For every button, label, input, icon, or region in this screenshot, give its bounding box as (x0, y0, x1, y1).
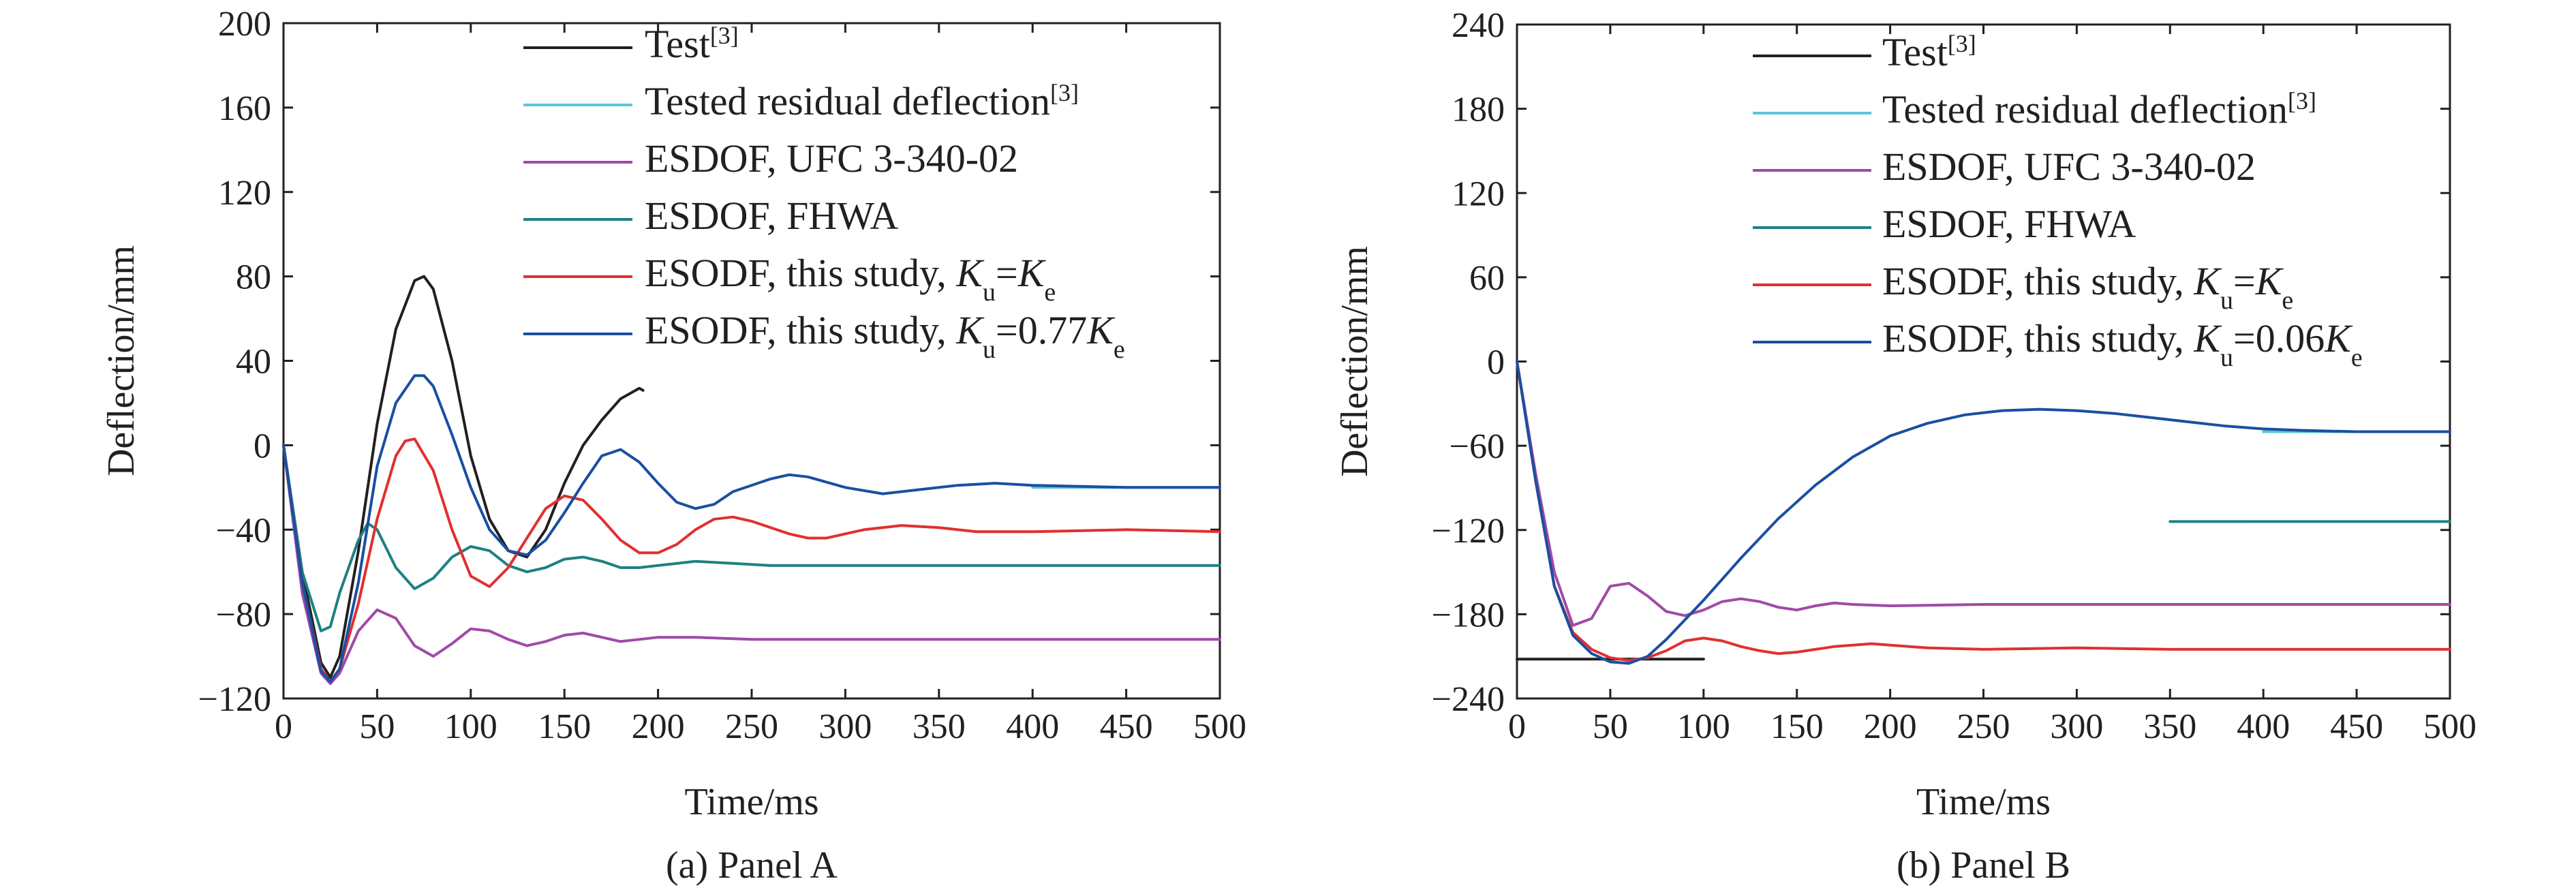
x-tick-label: 450 (1100, 707, 1153, 746)
x-axis-label: Time/ms (684, 781, 818, 823)
y-tick-label: 60 (1469, 259, 1505, 298)
legend-entry-3: ESDOF, FHWA (1882, 202, 2136, 246)
y-tick-label: 0 (1487, 343, 1505, 382)
x-tick-label: 150 (538, 707, 591, 746)
y-tick-label: 0 (254, 427, 271, 465)
x-tick-label: 100 (444, 707, 497, 746)
x-axis-label: Time/ms (1916, 781, 2051, 823)
x-tick-label: 200 (1864, 707, 1917, 746)
panel-caption-b: (b) Panel B (1897, 844, 2070, 887)
x-tick-label: 350 (2143, 707, 2196, 746)
legend: Test[3] Tested residual deflection[3] ESDO… (1753, 30, 2363, 372)
y-tick-label: 160 (218, 89, 271, 128)
legend-entry-0: Test[3] (1882, 30, 1976, 74)
legend-entry-5: ESODF, this study, Ku=0.77Ke (645, 308, 1125, 364)
y-tick-label: −120 (198, 680, 271, 719)
x-tick-label: 300 (2050, 707, 2103, 746)
x-tick-label: 0 (1508, 707, 1526, 746)
x-tick-label: 300 (818, 707, 872, 746)
y-tick-label: 180 (1452, 91, 1505, 129)
chart-panel-a: 0 50 100 150 200 250 300 350 400 450 5002001601208… (100, 5, 1246, 887)
y-tick-label: −40 (216, 511, 271, 550)
legend-entry-4: ESODF, this study, Ku=Ke (645, 251, 1056, 307)
x-tick-label: 400 (2237, 707, 2290, 746)
panel-caption-a: (a) Panel A (666, 844, 838, 887)
y-axis-label: Deflection/mm (1334, 246, 1376, 477)
series-line-5 (282, 374, 1221, 683)
x-tick-label: 200 (632, 707, 685, 746)
x-tick-label: 50 (1593, 707, 1628, 746)
series-line-0 (282, 275, 645, 679)
x-tick-label: 250 (1957, 707, 2010, 746)
series-line-5 (1516, 360, 2451, 665)
legend-entry-1: Tested residual deflection[3] (1882, 87, 2316, 132)
y-tick-label: −60 (1450, 427, 1505, 466)
y-tick-label: 120 (1452, 174, 1505, 213)
series-line-4 (1516, 360, 2451, 662)
x-tick-label: 150 (1770, 707, 1824, 746)
y-tick-label: 120 (218, 174, 271, 213)
y-tick-label: −120 (1432, 512, 1505, 551)
series-line-2 (1516, 360, 2451, 627)
y-axis-label: Deflection/mm (100, 245, 142, 476)
x-tick-label: 500 (1193, 707, 1246, 746)
legend-entry-2: ESDOF, UFC 3-340-02 (1882, 144, 2256, 189)
series-line-4 (282, 437, 1221, 683)
series-line-2 (282, 444, 1221, 686)
x-tick-label: 50 (359, 707, 395, 746)
plot-frame (282, 22, 1221, 700)
legend-entry-3: ESDOF, FHWA (645, 194, 899, 238)
legend-entry-2: ESDOF, UFC 3-340-02 (645, 136, 1018, 181)
y-tick-label: −180 (1432, 596, 1505, 634)
x-tick-label: 0 (275, 707, 292, 746)
y-tick-label: −240 (1432, 680, 1505, 719)
legend-entry-4: ESODF, this study, Ku=Ke (1882, 259, 2293, 315)
y-tick-label: 200 (218, 5, 271, 44)
x-tick-label: 450 (2330, 707, 2383, 746)
legend: Test[3] Tested residual deflection[3] ESDO… (523, 22, 1125, 364)
y-tick-label: 80 (236, 258, 271, 297)
series-line-3 (282, 444, 1221, 632)
x-tick-label: 250 (725, 707, 778, 746)
x-tick-label: 400 (1006, 707, 1059, 746)
x-tick-label: 500 (2423, 707, 2477, 746)
y-tick-label: −80 (216, 596, 271, 634)
y-tick-label: 240 (1452, 6, 1505, 45)
legend-entry-1: Tested residual deflection[3] (645, 79, 1079, 123)
x-tick-label: 350 (913, 707, 966, 746)
y-tick-label: 40 (236, 343, 271, 382)
chart-panel-b: 0 50 100 150 200 250 300 350 400 450 500 240 180 120 6… (1334, 6, 2477, 887)
legend-entry-0: Test[3] (645, 22, 739, 66)
x-tick-label: 100 (1677, 707, 1730, 746)
legend-entry-5: ESODF, this study, Ku=0.06Ke (1882, 316, 2363, 372)
